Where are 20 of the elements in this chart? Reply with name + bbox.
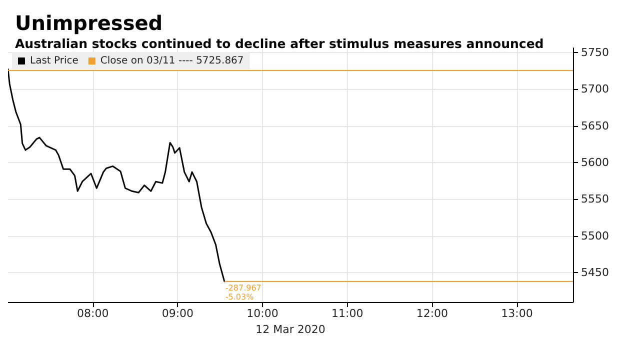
- line-series: [8, 68, 226, 282]
- x-tick-label: 10:00: [246, 307, 278, 320]
- x-tick-label: 08:00: [76, 307, 109, 320]
- x-tick-label: 12:00: [416, 307, 448, 320]
- y-tick-label: 5650: [581, 119, 610, 132]
- x-tick-label: 09:00: [162, 307, 194, 320]
- y-tick-label: 5700: [581, 82, 610, 96]
- y-tick-label: 5550: [581, 192, 610, 206]
- chart-subtitle: Australian stocks continued to decline after stimulus measures announced: [15, 36, 544, 51]
- y-tick-label: 5600: [581, 156, 610, 170]
- legend-label: Last Price: [30, 56, 78, 66]
- y-tick-label: 5450: [581, 266, 610, 280]
- y-tick-label: 5500: [581, 229, 610, 242]
- y-tick-label: 5750: [581, 46, 610, 59]
- x-tick-label: 11:00: [331, 307, 364, 320]
- x-axis-title: 12 Mar 2020: [256, 323, 326, 336]
- chart-title: Unimpressed: [15, 11, 163, 35]
- x-tick-label: 13:00: [501, 307, 533, 320]
- legend-label: Close on 03/11 ---- 5725.867: [100, 56, 244, 66]
- annotation: -287.967 -5.03%: [225, 284, 262, 302]
